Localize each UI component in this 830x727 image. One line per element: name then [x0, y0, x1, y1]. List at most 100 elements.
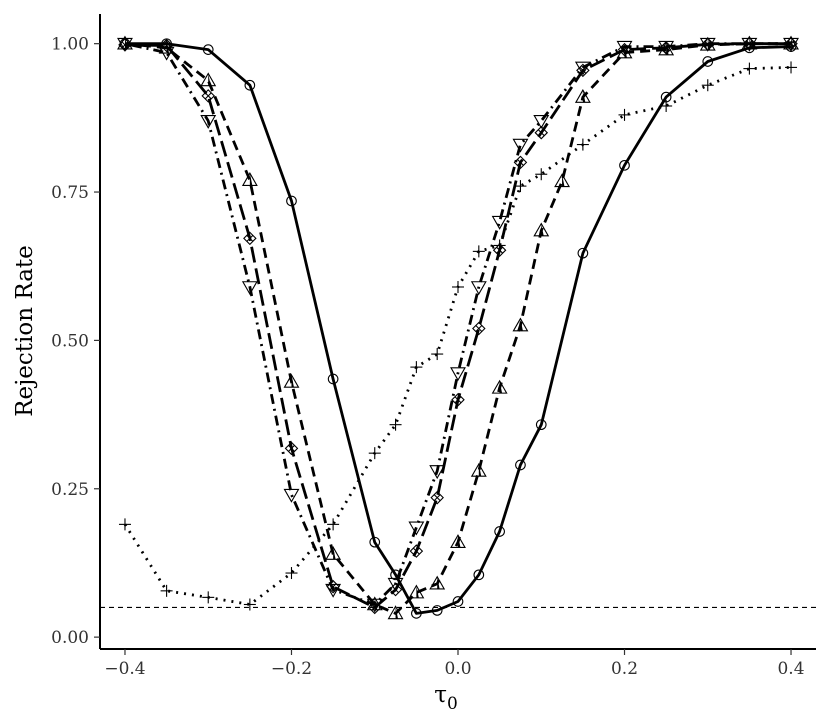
inverted-triangle-marker [117, 37, 133, 52]
axes [99, 14, 816, 650]
series-line-up-triangle-half [124, 42, 791, 615]
diamond-marker-cross [246, 234, 254, 242]
triangle-marker-fill [478, 463, 482, 477]
inverted-triangle-marker [408, 521, 425, 536]
diamond-marker-cross [746, 40, 753, 48]
series-line-diamond-cross [124, 42, 791, 609]
inverted-triangle-marker [741, 37, 758, 52]
diamond-marker [243, 231, 257, 246]
x-axis-title-symbol: τ [434, 682, 447, 708]
inverted-triangle-marker [283, 488, 300, 503]
triangle-marker-fill [499, 380, 503, 394]
diamond-marker-cross [475, 325, 483, 332]
diamond-marker-cross [537, 129, 545, 137]
circle-marker [286, 195, 297, 207]
triangle-marker-fill [395, 606, 399, 619]
triangle-marker-fill [520, 318, 523, 331]
triangle-marker-fill [333, 547, 336, 560]
y-tick-label: 1.00 [51, 35, 89, 55]
circle-marker [577, 247, 589, 259]
diamond-marker [472, 321, 486, 336]
y-tick-label: 0.50 [51, 331, 89, 351]
triangle-marker-fill [416, 585, 419, 598]
inverted-triangle-marker [325, 583, 342, 598]
circle-marker [494, 526, 505, 537]
circle-marker [411, 608, 422, 619]
y-tick-label: 0.25 [51, 480, 89, 500]
x-tick-label: −0.4 [104, 659, 145, 679]
circle-marker [473, 569, 485, 581]
circle-marker [619, 159, 630, 171]
diamond-marker [284, 441, 299, 456]
circle-marker [702, 56, 714, 67]
y-tick-label: 0.75 [51, 183, 89, 203]
inverted-triangle-marker [470, 281, 487, 296]
diamond-marker [159, 38, 174, 53]
inverted-triangle-marker [491, 215, 508, 230]
x-axis-title-subscript: 0 [447, 694, 458, 714]
x-tick-label: 0.0 [444, 659, 471, 679]
inverted-triangle-marker [783, 37, 799, 52]
circle-marker [202, 44, 214, 55]
diamond-marker-cross [433, 494, 441, 502]
triangle-marker-fill [749, 36, 752, 49]
inverted-triangle-marker [200, 115, 217, 129]
diamond-marker-cross [517, 158, 524, 166]
circle-marker [327, 373, 339, 385]
inverted-triangle-marker [616, 40, 633, 55]
inverted-triangle-marker [450, 367, 466, 382]
triangle-marker-fill [437, 576, 440, 589]
circle-marker [515, 459, 526, 471]
circle-marker [369, 536, 381, 548]
x-tick-label: 0.4 [777, 659, 804, 679]
inverted-triangle-marker [366, 598, 383, 613]
circle-marker [431, 605, 443, 616]
series-line-circle [125, 42, 792, 615]
inverted-triangle-marker [158, 46, 175, 61]
diamond-marker [201, 89, 216, 103]
diamond-marker [451, 392, 465, 407]
y-tick-label: 0.00 [51, 628, 89, 648]
triangle-marker-fill [291, 374, 294, 388]
diamond-marker-cross [371, 604, 379, 611]
inverted-triangle-marker [658, 40, 675, 55]
triangle-marker-fill [249, 173, 253, 186]
triangle-marker-fill [208, 73, 211, 86]
circle-marker [535, 419, 547, 431]
triangle-marker-fill [541, 223, 544, 236]
diamond-marker [513, 155, 528, 170]
series-markers [117, 35, 799, 620]
diamond-marker-cross [621, 46, 628, 53]
x-tick-label: 0.2 [611, 659, 638, 679]
x-tick-label: −0.2 [271, 659, 312, 679]
y-ticks: 0.00 0.25 0.50 0.75 1.00 [51, 35, 100, 648]
inverted-triangle-marker [241, 281, 258, 296]
diamond-marker [430, 490, 444, 505]
diamond-marker-cross [579, 66, 587, 74]
triangle-marker-fill [791, 36, 794, 49]
circle-marker [390, 569, 401, 581]
inverted-triangle-marker [387, 577, 404, 592]
x-ticks: −0.4 −0.2 0.0 0.2 0.4 [104, 649, 805, 679]
triangle-marker-fill [458, 535, 461, 548]
inverted-triangle-marker [512, 138, 529, 153]
triangle-marker-fill [582, 90, 586, 103]
diamond-marker-cross [204, 92, 212, 100]
diamond-marker-cross [454, 396, 462, 404]
diamond-marker-cross [787, 40, 795, 48]
x-axis-title: τ0 [434, 682, 458, 714]
triangle-marker-fill [707, 37, 711, 51]
series-line-down-triangle [124, 42, 791, 606]
inverted-triangle-marker [699, 37, 716, 52]
y-axis-title: Rejection Rate [12, 245, 38, 417]
diamond-marker [388, 582, 403, 597]
inverted-triangle-marker [533, 115, 550, 129]
triangle-marker-fill [562, 174, 565, 187]
diamond-marker-cross [412, 547, 420, 555]
series-lines [123, 42, 792, 615]
diamond-marker [492, 243, 507, 257]
diamond-marker-cross [288, 445, 295, 452]
circle-marker [244, 79, 256, 91]
